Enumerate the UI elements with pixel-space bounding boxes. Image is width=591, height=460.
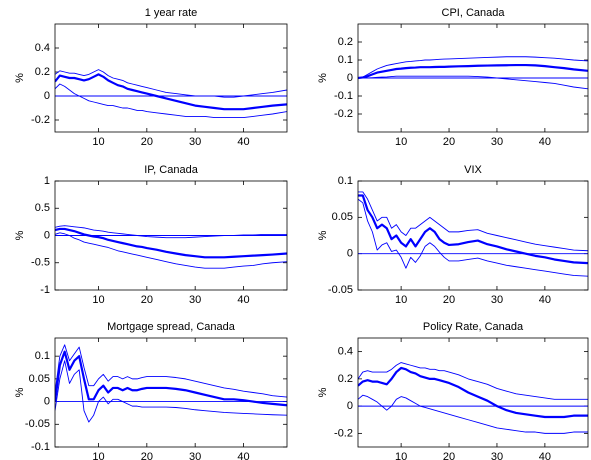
y-tick-label: 0 bbox=[44, 90, 50, 102]
y-tick-label: 0 bbox=[44, 395, 50, 407]
series-line bbox=[358, 75, 588, 90]
x-tick-label: 10 bbox=[395, 451, 407, 460]
series-line bbox=[358, 56, 588, 79]
y-tick-label: -0.2 bbox=[334, 108, 353, 120]
x-tick-label: 10 bbox=[395, 294, 407, 306]
series-line bbox=[358, 194, 588, 265]
x-tick-label: 40 bbox=[539, 294, 551, 306]
x-tick-label: 30 bbox=[189, 136, 201, 148]
x-tick-label: 30 bbox=[189, 451, 201, 460]
x-tick-label: 20 bbox=[141, 294, 153, 306]
series-line bbox=[55, 344, 287, 398]
y-tick-label: 0.2 bbox=[338, 373, 353, 385]
y-tick-label: 0 bbox=[347, 248, 353, 260]
series-line bbox=[358, 366, 588, 419]
x-tick-label: 40 bbox=[237, 294, 249, 306]
panel-title: CPI, Canada bbox=[442, 7, 506, 19]
y-tick-label: 0.1 bbox=[35, 350, 50, 362]
y-axis-label: % bbox=[317, 230, 329, 240]
axes-frame bbox=[54, 337, 288, 448]
x-tick-label: 40 bbox=[237, 136, 249, 148]
x-tick-label: 30 bbox=[491, 136, 503, 148]
y-tick-label: -0.05 bbox=[328, 284, 353, 296]
y-tick-label: 0.5 bbox=[35, 202, 50, 214]
x-tick-label: 30 bbox=[491, 294, 503, 306]
y-tick-label: 0.1 bbox=[338, 54, 353, 66]
x-tick-label: 10 bbox=[92, 451, 104, 460]
x-tick-label: 40 bbox=[237, 451, 249, 460]
y-tick-label: 0.1 bbox=[338, 175, 353, 187]
axes-frame bbox=[357, 337, 589, 448]
y-tick-label: 0 bbox=[347, 72, 353, 84]
x-tick-label: 10 bbox=[395, 136, 407, 148]
x-tick-label: 40 bbox=[539, 136, 551, 148]
panel-title: VIX bbox=[464, 164, 482, 176]
series-line bbox=[55, 73, 287, 111]
y-tick-label: -0.5 bbox=[31, 257, 50, 269]
y-tick-label: 0 bbox=[347, 400, 353, 412]
axes-frame bbox=[357, 23, 589, 133]
series-line bbox=[55, 227, 287, 259]
y-tick-label: 0.2 bbox=[338, 36, 353, 48]
series-line bbox=[55, 350, 287, 407]
y-tick-label: -0.1 bbox=[31, 441, 50, 453]
panel-title: 1 year rate bbox=[145, 7, 198, 19]
series-line bbox=[55, 232, 287, 269]
plot-area bbox=[358, 338, 588, 447]
y-axis-label: % bbox=[14, 387, 26, 397]
x-tick-label: 10 bbox=[92, 136, 104, 148]
x-tick-label: 30 bbox=[189, 294, 201, 306]
series-line bbox=[358, 191, 588, 252]
x-tick-label: 20 bbox=[141, 136, 153, 148]
x-tick-label: 30 bbox=[491, 451, 503, 460]
series-line bbox=[55, 69, 287, 98]
x-tick-label: 20 bbox=[443, 294, 455, 306]
series-line bbox=[55, 83, 287, 119]
y-tick-label: -0.1 bbox=[334, 90, 353, 102]
y-axis-label: % bbox=[317, 73, 329, 83]
y-tick-label: 0.4 bbox=[35, 42, 50, 54]
y-tick-label: 0.05 bbox=[332, 211, 353, 223]
y-axis-label: % bbox=[14, 230, 26, 240]
series-line bbox=[358, 63, 588, 80]
x-tick-label: 10 bbox=[92, 294, 104, 306]
y-tick-label: 0.4 bbox=[338, 346, 353, 358]
plot-area bbox=[55, 338, 287, 447]
series-line bbox=[55, 225, 287, 239]
x-tick-label: 40 bbox=[539, 451, 551, 460]
y-tick-label: -0.05 bbox=[25, 418, 50, 430]
series-line bbox=[358, 198, 588, 277]
x-tick-label: 20 bbox=[141, 451, 153, 460]
y-tick-label: -1 bbox=[40, 284, 50, 296]
panel-title: Policy Rate, Canada bbox=[423, 321, 524, 333]
y-axis-label: % bbox=[14, 73, 26, 83]
axes-frame bbox=[54, 180, 288, 291]
y-tick-label: 0 bbox=[44, 229, 50, 241]
series-line bbox=[358, 362, 588, 400]
plot-area bbox=[358, 181, 588, 290]
x-tick-label: 20 bbox=[443, 136, 455, 148]
y-tick-label: 0.05 bbox=[29, 373, 50, 385]
x-tick-label: 20 bbox=[443, 451, 455, 460]
panel-title: IP, Canada bbox=[144, 164, 199, 176]
series-line bbox=[55, 360, 287, 423]
y-tick-label: -0.2 bbox=[31, 114, 50, 126]
series-line bbox=[358, 394, 588, 434]
y-tick-label: -0.2 bbox=[334, 427, 353, 439]
y-axis-label: % bbox=[317, 387, 329, 397]
axes-frame bbox=[357, 180, 589, 291]
y-tick-label: 0.2 bbox=[35, 66, 50, 78]
y-tick-label: 1 bbox=[44, 175, 50, 187]
panel-title: Mortgage spread, Canada bbox=[107, 321, 236, 333]
axes-frame bbox=[54, 23, 288, 133]
